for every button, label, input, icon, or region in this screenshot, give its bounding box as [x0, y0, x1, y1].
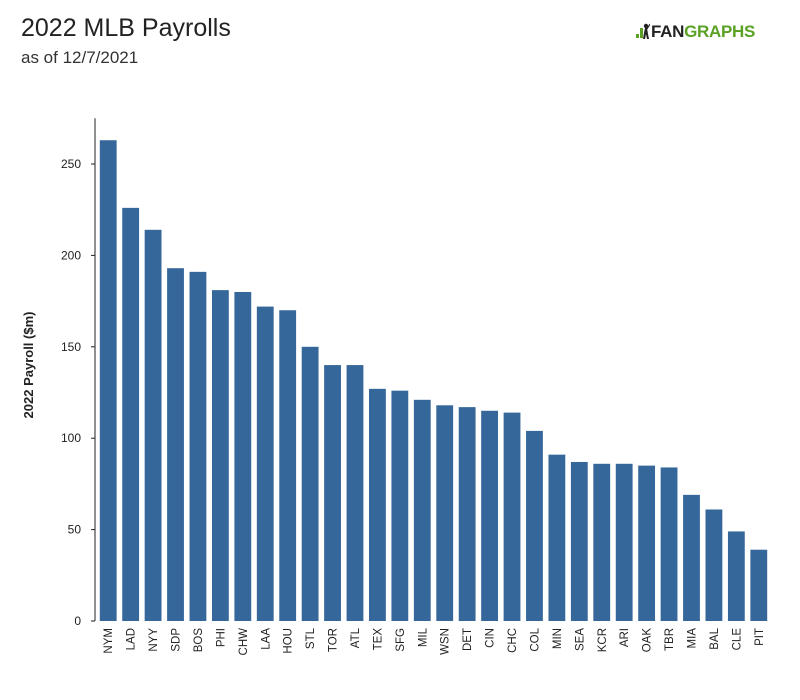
x-tick-label: TEX [372, 628, 384, 651]
x-tick-label: LAD [126, 628, 138, 650]
x-tick-label: BAL [709, 627, 721, 649]
y-axis-label: 2022 Payroll ($m) [21, 312, 36, 419]
x-tick-label: SFG [395, 628, 407, 652]
y-tick-label: 0 [74, 614, 81, 628]
x-tick-label: SDP [171, 628, 183, 652]
bar-bal [705, 509, 723, 621]
bar-chc [503, 412, 521, 621]
x-tick-label: DET [462, 628, 474, 651]
y-axis: 0 50 100 150 200 250 [61, 118, 96, 628]
x-tick-label: NYY [148, 628, 160, 652]
x-tick-label: HOU [283, 628, 295, 654]
x-tick-label: COL [529, 627, 541, 651]
logo-text-graphs: GRAPHS [684, 22, 756, 41]
bar-sea [570, 461, 588, 621]
fangraphs-logo-icon [636, 22, 651, 42]
bar-tex [369, 388, 386, 621]
y-tick-label: 50 [68, 523, 82, 537]
x-tick-label: ATL [350, 627, 362, 648]
bar-ari [615, 463, 633, 621]
bar-phi [211, 290, 229, 621]
x-tick-label: CLE [731, 628, 743, 651]
bar-mia [683, 494, 700, 621]
y-tick-label: 100 [61, 431, 81, 445]
y-tick-label: 200 [61, 248, 81, 262]
bar-laa [256, 306, 274, 621]
bar-tor [324, 365, 341, 621]
bar-cle [727, 531, 745, 621]
x-tick-label: CHC [507, 628, 519, 653]
x-tick-label: SEA [574, 628, 586, 651]
x-tick-label: TBR [664, 628, 676, 651]
x-axis-labels: NYM LAD NYY SDP BOS PHI CHW LAA HOU STL TOR ATL TEX S… [103, 627, 766, 655]
x-tick-label: MIA [686, 628, 698, 649]
x-tick-label: MIL [417, 627, 429, 647]
x-tick-label: LAA [260, 628, 272, 650]
x-tick-label: NYM [103, 628, 115, 654]
bar-tbr [660, 467, 678, 621]
bar-atl [346, 365, 364, 621]
bar-det [458, 407, 476, 621]
chart-subtitle: as of 12/7/2021 [21, 48, 139, 67]
bar-pit [750, 549, 768, 621]
x-tick-label: KCR [597, 628, 609, 652]
x-tick-label: CHW [238, 628, 250, 656]
bar-cin [481, 410, 498, 621]
x-tick-label: BOS [193, 628, 205, 653]
bar-chw [234, 291, 252, 621]
bar-col [526, 430, 543, 621]
chart-title: 2022 MLB Payrolls [21, 14, 231, 42]
x-tick-label: TOR [328, 628, 340, 652]
bars [99, 140, 768, 622]
x-tick-label: PIT [754, 628, 766, 646]
x-tick-label: PHI [215, 628, 227, 647]
bar-mil [413, 399, 431, 621]
bar-sdp [167, 268, 184, 621]
bar-min [548, 454, 566, 621]
x-tick-label: CIN [485, 628, 497, 648]
bar-kcr [593, 463, 611, 621]
bar-nym [99, 140, 117, 621]
x-tick-label: STL [305, 627, 317, 649]
x-tick-label: ARI [619, 628, 631, 647]
bar-sfg [391, 390, 409, 621]
logo-text-fan: FAN [651, 22, 685, 41]
bar-stl [301, 346, 319, 621]
bar-oak [638, 465, 656, 621]
x-tick-label: MIN [552, 628, 564, 649]
bar-wsn [436, 405, 454, 621]
y-tick-label: 150 [61, 340, 81, 354]
bar-hou [279, 310, 297, 621]
y-tick-label: 250 [61, 157, 81, 171]
bar-nyy [144, 229, 162, 622]
bar-lad [122, 207, 140, 621]
x-tick-label: WSN [440, 628, 452, 655]
fangraphs-logo: FAN GRAPHS [636, 22, 755, 42]
bar-bos [189, 271, 207, 621]
x-tick-label: OAK [642, 628, 654, 653]
